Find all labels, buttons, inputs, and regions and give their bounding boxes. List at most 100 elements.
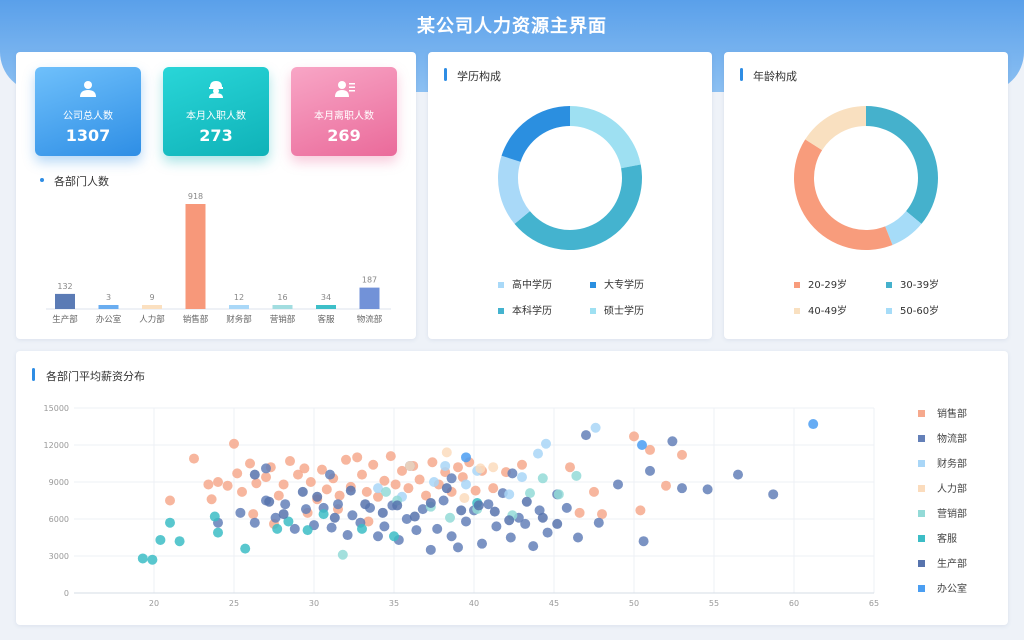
x-tick-label: 65 <box>869 599 879 608</box>
scatter-point <box>361 486 372 497</box>
scatter-point <box>593 517 604 528</box>
y-tick-label: 15000 <box>44 404 69 413</box>
scatter-point <box>360 499 371 510</box>
stat-card-joined[interactable]: 本月入职人数 273 <box>163 67 269 156</box>
scatter-point <box>417 504 428 515</box>
scatter-point <box>637 440 647 450</box>
education-donut-chart <box>498 106 642 250</box>
legend-item[interactable]: 20-29岁 <box>794 276 847 291</box>
scatter-point <box>573 532 583 543</box>
scatter-point <box>222 480 233 491</box>
scatter-point <box>293 469 303 480</box>
bar-category-label: 生产部 <box>52 314 78 325</box>
scatter-point <box>289 523 300 534</box>
legend-item[interactable]: 大专学历 <box>590 276 644 291</box>
scatter-point <box>297 486 308 497</box>
bar-value-label: 34 <box>321 293 331 302</box>
bar-category-label: 物流部 <box>357 314 383 325</box>
scatter-point <box>147 554 158 565</box>
scatter-point <box>206 494 217 505</box>
scatter-point <box>441 447 452 458</box>
legend-item[interactable]: 50-60岁 <box>886 302 939 317</box>
legend-label: 客服 <box>937 532 957 545</box>
age-title: 年龄构成 <box>753 70 797 83</box>
scatter-point <box>334 490 345 501</box>
scatter-point <box>581 430 591 441</box>
scatter-point <box>299 463 310 474</box>
scatter-point <box>574 507 585 518</box>
scatter-point <box>456 505 467 516</box>
scatter-point <box>525 488 535 499</box>
scatter-point <box>504 489 515 500</box>
dept-bar-chart: 132 生产部 3 办公室 9 人力部 918 销售部 12 财务部 16 营销部 34 客服 187 物流部 <box>46 192 391 325</box>
scatter-point <box>635 505 646 516</box>
scatter-point <box>597 509 607 520</box>
legend-item[interactable]: 30-39岁 <box>886 276 939 291</box>
scatter-point <box>537 512 548 523</box>
scatter-point <box>174 536 185 547</box>
stat-value: 269 <box>327 126 361 145</box>
scatter-point <box>517 472 527 483</box>
legend-item[interactable]: 本科学历 <box>498 302 552 317</box>
user-icon <box>80 81 96 97</box>
scatter-point <box>165 517 175 528</box>
scatter-point <box>345 485 356 496</box>
scatter-point <box>405 460 415 471</box>
donut-slice <box>805 106 866 151</box>
y-tick-label: 6000 <box>49 515 69 524</box>
scatter-point <box>542 527 553 538</box>
scatter-point <box>318 509 329 520</box>
scatter-point <box>488 483 499 494</box>
scatter-point <box>248 509 259 520</box>
education-panel: 学历构成 高中学历 大专学历本科学历 硕士学历 <box>428 52 712 339</box>
stat-label: 公司总人数 <box>63 111 113 122</box>
scatter-point <box>613 479 623 490</box>
stat-card-left[interactable]: 本月离职人数 269 <box>291 67 397 156</box>
bar-value-label: 16 <box>277 293 287 302</box>
scatter-point <box>213 527 223 538</box>
x-tick-label: 60 <box>789 599 799 608</box>
legend-swatch <box>918 560 925 567</box>
scatter-point <box>470 485 481 496</box>
legend-item[interactable]: 硕士学历 <box>590 302 644 317</box>
legend-swatch <box>498 282 504 288</box>
scatter-point <box>155 534 166 545</box>
scatter-point <box>392 500 403 511</box>
scatter-point <box>411 525 422 536</box>
stat-card-total[interactable]: 公司总人数 1307 <box>35 67 141 156</box>
legend-item[interactable]: 40-49岁 <box>794 302 847 317</box>
education-title: 学历构成 <box>457 70 501 83</box>
scatter-point <box>273 490 284 501</box>
scatter-point <box>537 473 548 484</box>
scatter-point <box>453 462 463 473</box>
scatter-point <box>285 456 295 467</box>
scatter-point <box>333 499 343 510</box>
legend-label: 大专学历 <box>604 280 644 291</box>
scatter-point <box>357 523 367 534</box>
scatter-point <box>232 468 243 479</box>
scatter-point <box>677 483 687 494</box>
scatter-point <box>629 431 639 442</box>
scatter-point <box>425 544 436 555</box>
scatter-point <box>504 515 515 526</box>
scatter-point <box>446 473 457 484</box>
legend-label: 营销部 <box>937 507 967 520</box>
legend-swatch <box>886 282 892 288</box>
legend-swatch <box>590 282 596 288</box>
legend-label: 财务部 <box>937 457 967 470</box>
scatter-point <box>235 507 246 518</box>
scatter-point <box>272 523 283 534</box>
scatter-point <box>440 460 451 471</box>
scatter-point <box>590 422 601 433</box>
legend-label: 销售部 <box>937 407 967 420</box>
scatter-point <box>165 495 175 506</box>
legend-item[interactable]: 高中学历 <box>498 276 552 291</box>
scatter-point <box>552 518 563 529</box>
scatter-point <box>473 500 484 511</box>
legend-swatch <box>498 308 504 314</box>
x-tick-label: 45 <box>549 599 559 608</box>
scatter-point <box>445 512 455 523</box>
x-tick-label: 20 <box>149 599 159 608</box>
scatter-point <box>438 495 449 506</box>
page-title: 某公司人力资源主界面 <box>417 16 607 37</box>
